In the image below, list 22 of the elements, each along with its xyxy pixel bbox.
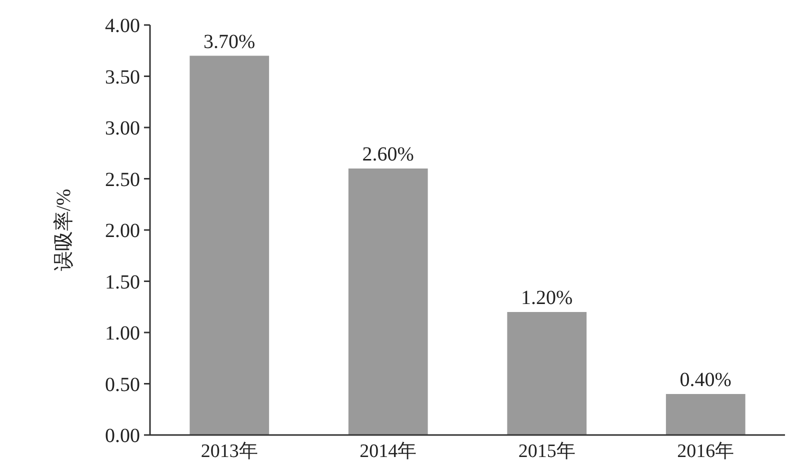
x-tick-label: 2013年 <box>200 441 258 461</box>
y-tick-label: 4.00 <box>105 15 140 37</box>
x-tick-label: 2014年 <box>360 441 417 461</box>
y-tick-label: 1.00 <box>105 322 140 344</box>
bar <box>190 56 270 435</box>
bar <box>348 168 428 435</box>
y-tick-label: 3.00 <box>105 118 140 140</box>
y-tick-label: 2.50 <box>105 168 140 191</box>
y-tick-label: 0.00 <box>105 425 140 447</box>
data-label: 1.20% <box>521 287 573 309</box>
y-tick-label: 2.00 <box>105 220 140 242</box>
x-tick-label: 2016年 <box>677 441 734 461</box>
y-tick-label: 1.50 <box>105 271 140 294</box>
y-tick-label: 0.50 <box>105 374 140 396</box>
y-tick-label: 3.50 <box>105 66 140 88</box>
data-label: 3.70% <box>204 30 256 53</box>
y-axis-title: 误吸率/% <box>53 188 75 272</box>
data-label: 0.40% <box>680 369 732 391</box>
bar <box>507 312 587 435</box>
x-tick-label: 2015年 <box>518 441 576 461</box>
bar <box>666 394 746 435</box>
data-label: 2.60% <box>362 144 414 166</box>
